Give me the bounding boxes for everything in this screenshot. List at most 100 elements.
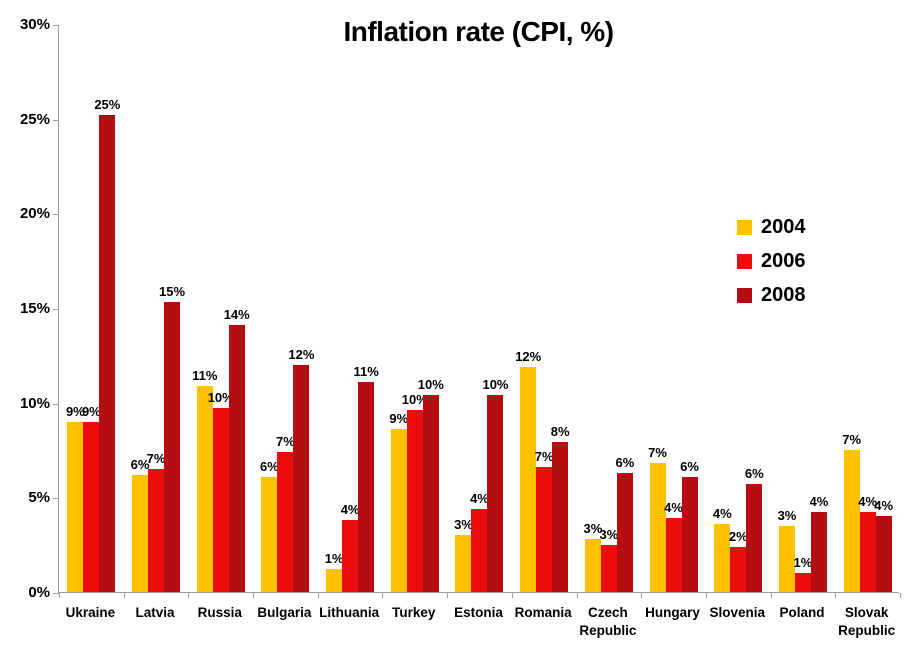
legend-item-2008: 2008 <box>737 285 806 305</box>
x-axis-tick <box>188 593 190 598</box>
bar-value-label: 10% <box>401 392 428 407</box>
bar-2008 <box>746 484 763 592</box>
bar-value-label: 8% <box>550 424 570 439</box>
bar-value-label: 9% <box>65 404 85 419</box>
bar-2008 <box>99 115 116 592</box>
bar-group-latvia: 6% 7% 15% <box>124 25 189 592</box>
y-axis-tick <box>53 25 59 26</box>
x-axis-tick <box>511 593 513 598</box>
bar-value-label: 7% <box>842 432 862 447</box>
bar-2006 <box>342 520 359 592</box>
bar-value-label: 10% <box>417 377 444 392</box>
bar-group-turkey: 9% 10% 10% <box>382 25 447 592</box>
bar-2006 <box>277 452 294 592</box>
y-axis-tick <box>53 593 59 594</box>
bar-value-label: 4% <box>874 498 894 513</box>
bar-group-hungary: 7% 4% 6% <box>641 25 706 592</box>
x-axis-tick <box>382 593 384 598</box>
x-axis-category-label: Romania <box>514 605 572 620</box>
y-axis-tick-label: 10% <box>19 394 50 412</box>
x-axis-tick <box>253 593 255 598</box>
bar-2004 <box>649 463 666 592</box>
bar-value-label: 4% <box>858 494 878 509</box>
bar-2006 <box>730 547 747 592</box>
x-axis-category-label: Ukraine <box>65 605 116 620</box>
legend-swatch <box>737 219 752 235</box>
bar-2008 <box>164 302 181 592</box>
legend-item-2004: 2004 <box>737 217 806 237</box>
x-axis-category-label: Estonia <box>454 605 503 620</box>
y-axis-tick <box>53 309 59 310</box>
bar-2008 <box>552 442 569 592</box>
bar-2008 <box>810 512 827 592</box>
bar-value-label: 3% <box>599 527 619 542</box>
bar-value-label: 3% <box>583 521 603 536</box>
bar-value-label: 10% <box>482 377 509 392</box>
bar-2004 <box>778 526 795 592</box>
x-axis-tick <box>576 593 578 598</box>
bar-value-label: 7% <box>648 445 667 460</box>
bar-value-label: 6% <box>680 459 699 474</box>
legend: 2004 2006 2008 <box>737 217 806 305</box>
x-axis-category-label: Czech Republic <box>579 605 637 638</box>
bar-group-russia: 11% 10% 14% <box>188 25 253 592</box>
x-axis-tick <box>447 593 449 598</box>
bar-value-label: 6% <box>260 459 279 474</box>
bar-value-label: 10% <box>207 390 234 405</box>
bar-value-label: 6% <box>130 457 150 472</box>
bar-value-label: 25% <box>94 97 121 112</box>
y-axis-tick <box>53 214 59 216</box>
bar-2008 <box>616 473 633 592</box>
legend-label: 2004 <box>761 216 806 238</box>
bar-2004 <box>132 475 149 592</box>
bar-2004 <box>261 477 278 592</box>
y-axis-tick-label: 20% <box>19 205 50 223</box>
y-axis-tick-label: 30% <box>19 16 50 33</box>
legend-swatch <box>737 287 752 303</box>
x-axis-category-label: Hungary <box>645 605 700 620</box>
x-axis-tick <box>641 593 643 598</box>
x-axis-category-label: Latvia <box>135 605 175 620</box>
bar-value-label: 2% <box>728 529 748 544</box>
bar-value-label: 9% <box>389 411 409 426</box>
bar-value-label: 4% <box>340 502 360 517</box>
bar-group-poland: 3% 1% 4% <box>771 25 836 592</box>
bar-group-estonia: 3% 4% 10% <box>447 25 512 592</box>
x-axis-tick <box>59 593 60 598</box>
bar-value-label: 11% <box>353 364 379 379</box>
x-axis-category-label: Russia <box>197 605 242 620</box>
bar-value-label: 1% <box>324 551 344 566</box>
bar-value-label: 1% <box>793 555 813 570</box>
bar-value-label: 4% <box>712 506 732 521</box>
legend-item-2006: 2006 <box>737 251 806 271</box>
y-axis-tick <box>53 498 59 500</box>
x-axis-category-label: Turkey <box>392 605 436 620</box>
bar-2008 <box>293 365 310 592</box>
bar-2008 <box>422 395 439 592</box>
bar-value-label: 9% <box>81 404 101 419</box>
x-axis-category-label: Lithuania <box>319 605 380 620</box>
x-axis-tick <box>123 593 125 598</box>
bar-2004 <box>455 535 472 592</box>
bar-2004 <box>67 422 84 592</box>
bar-group-bulgaria: 6% 7% 12% <box>253 25 318 592</box>
bar-value-label: 12% <box>515 349 542 364</box>
bar-2004 <box>843 450 860 592</box>
y-axis-tick-label: 5% <box>28 489 50 507</box>
bar-value-label: 7% <box>534 449 554 464</box>
bar-group-ukraine: 9% 9% 25% <box>59 25 124 592</box>
bar-value-label: 4% <box>470 491 489 506</box>
legend-swatch <box>737 253 752 269</box>
bar-2006 <box>600 545 617 592</box>
bar-2006 <box>471 509 488 592</box>
bar-value-label: 14% <box>223 307 250 322</box>
bar-group-lithuania: 1% 4% 11% <box>318 25 383 592</box>
bar-value-label: 12% <box>288 347 315 362</box>
plot-area: 9% 9% 25% 6% 7% 15% 11% 10% 14% 6% 7% 12% 1% 4% 11% 9% 1… <box>53 25 901 598</box>
bar-2008 <box>358 382 375 592</box>
x-axis-tick <box>900 593 901 598</box>
bar-value-label: 11% <box>192 368 218 383</box>
y-axis-tick-label: 15% <box>19 300 50 317</box>
bar-2004 <box>326 569 343 592</box>
